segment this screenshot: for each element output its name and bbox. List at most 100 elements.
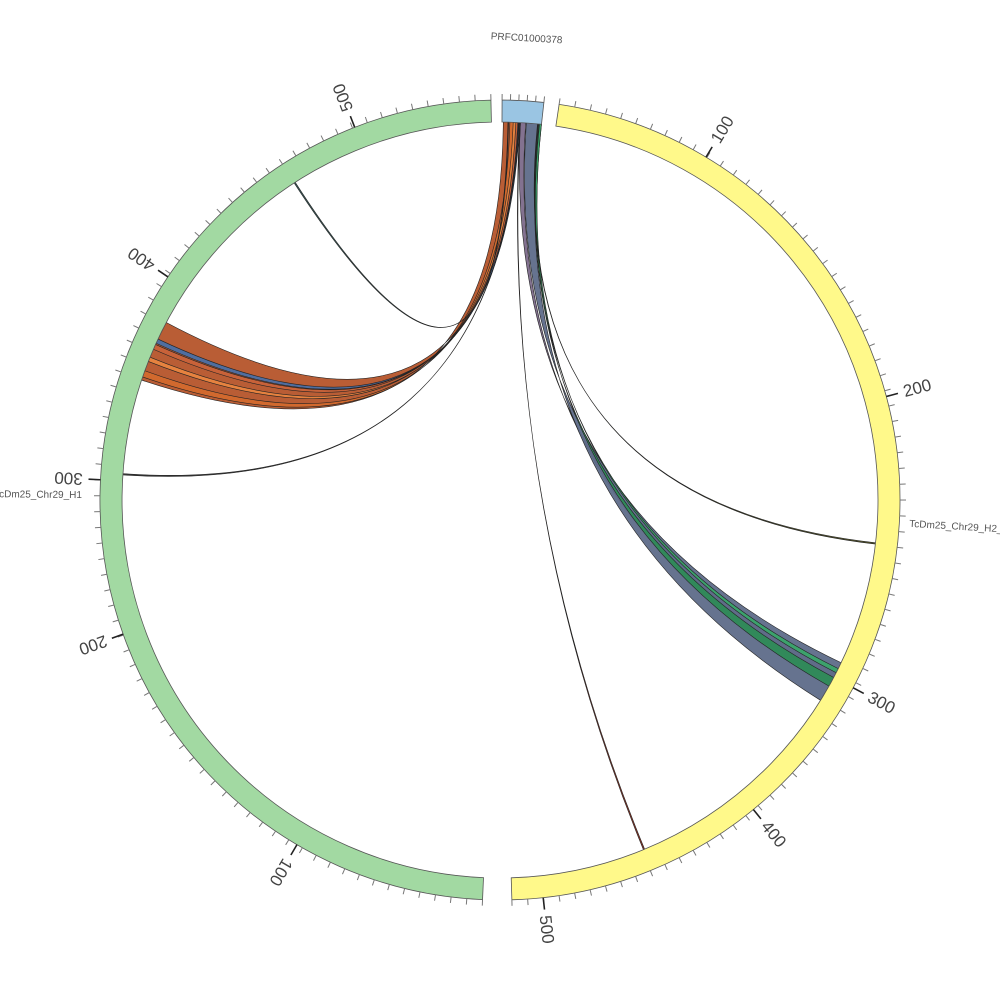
tick-label: 300 xyxy=(864,688,898,718)
minor-tick xyxy=(286,840,289,845)
link-thin-2 xyxy=(123,122,519,476)
minor-tick xyxy=(606,108,608,114)
minor-tick xyxy=(103,416,109,417)
minor-tick xyxy=(403,888,404,894)
tick-label: 300 xyxy=(54,468,83,488)
major-tick xyxy=(291,845,297,855)
minor-tick xyxy=(536,96,537,102)
minor-tick xyxy=(246,812,250,817)
minor-tick xyxy=(636,118,638,124)
segment-band-TcDm25_Chr29_H2_c2 xyxy=(511,104,900,899)
link-green-1 xyxy=(535,124,834,686)
minor-tick xyxy=(427,101,428,107)
tick-label: 500 xyxy=(536,914,558,944)
minor-tick xyxy=(863,668,868,671)
minor-tick xyxy=(211,781,215,785)
minor-tick xyxy=(840,710,845,713)
minor-tick xyxy=(746,180,750,185)
minor-tick xyxy=(758,190,762,195)
minor-tick xyxy=(144,693,149,696)
minor-tick xyxy=(195,232,200,236)
minor-tick xyxy=(746,816,750,821)
minor-tick xyxy=(840,287,845,290)
minor-tick xyxy=(559,896,560,902)
minor-tick xyxy=(100,432,106,433)
tick-label: 100 xyxy=(707,113,738,147)
minor-tick xyxy=(720,161,723,166)
minor-tick xyxy=(781,784,785,788)
minor-tick xyxy=(832,273,837,276)
minor-tick xyxy=(559,98,560,104)
minor-tick xyxy=(293,151,296,156)
tick-label: 200 xyxy=(76,631,109,658)
minor-tick xyxy=(803,235,808,239)
minor-tick xyxy=(693,850,696,855)
minor-tick xyxy=(336,129,338,134)
minor-tick xyxy=(450,897,451,903)
minor-tick xyxy=(823,260,828,264)
minor-tick xyxy=(733,170,736,175)
minor-tick xyxy=(770,795,774,799)
minor-tick xyxy=(161,720,166,723)
minor-tick xyxy=(575,101,576,107)
minor-tick xyxy=(892,420,898,421)
minor-tick xyxy=(321,136,324,141)
minor-tick xyxy=(272,831,275,836)
minor-tick xyxy=(372,880,374,886)
segments-layer: PRFC01000378100200300400500TcDm25_Chr29_… xyxy=(0,31,1000,944)
minor-tick xyxy=(130,664,135,666)
minor-tick xyxy=(720,834,723,839)
minor-tick xyxy=(895,563,901,564)
minor-tick xyxy=(127,340,133,342)
minor-tick xyxy=(266,168,269,173)
minor-tick xyxy=(200,769,204,773)
minor-tick xyxy=(113,620,119,622)
minor-tick xyxy=(892,579,898,580)
minor-tick xyxy=(650,871,652,877)
minor-tick xyxy=(869,344,875,346)
link-thin-4 xyxy=(534,124,875,544)
minor-tick xyxy=(875,359,881,361)
minor-tick xyxy=(141,311,146,314)
minor-tick xyxy=(101,574,107,575)
minor-tick xyxy=(792,773,796,777)
minor-tick xyxy=(106,401,112,402)
minor-tick xyxy=(259,822,263,827)
minor-tick xyxy=(350,123,352,129)
minor-tick xyxy=(170,733,175,736)
link-slate-main xyxy=(524,123,841,700)
minor-tick xyxy=(133,326,138,329)
major-tick xyxy=(753,810,761,819)
segment-label-TcDm25_Chr29_H1: TcDm25_Chr29_H1 xyxy=(0,489,82,501)
major-tick xyxy=(543,898,544,910)
minor-tick xyxy=(279,159,282,164)
major-tick xyxy=(886,393,898,396)
minor-tick xyxy=(679,858,682,863)
minor-tick xyxy=(856,683,861,686)
tick-label: 400 xyxy=(757,817,790,851)
minor-tick xyxy=(650,124,652,130)
minor-tick xyxy=(381,112,383,118)
minor-tick xyxy=(206,220,210,224)
links-layer xyxy=(123,122,876,850)
minor-tick xyxy=(636,876,638,882)
minor-tick xyxy=(96,464,102,465)
minor-tick xyxy=(781,212,785,216)
minor-tick xyxy=(121,355,127,357)
minor-tick xyxy=(241,188,245,193)
link-mauve xyxy=(519,123,837,684)
minor-tick xyxy=(299,848,302,853)
minor-tick xyxy=(544,96,545,102)
minor-tick xyxy=(863,329,868,332)
minor-tick xyxy=(621,113,623,119)
minor-tick xyxy=(157,284,162,287)
minor-tick xyxy=(97,448,103,449)
minor-tick xyxy=(875,639,881,641)
minor-tick xyxy=(575,893,576,899)
minor-tick xyxy=(98,559,104,560)
minor-tick xyxy=(435,895,436,901)
minor-tick xyxy=(111,385,117,387)
